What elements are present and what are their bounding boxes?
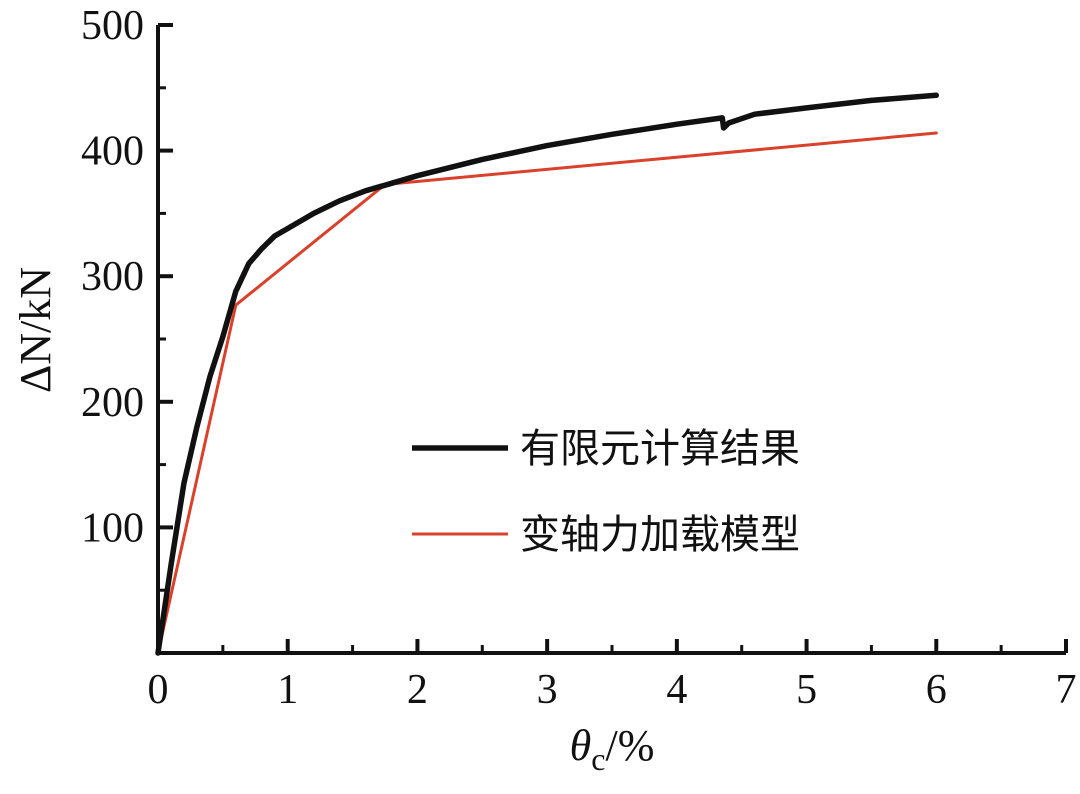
axis-ticks: 0 1 2 3 4 5 6 7 100 200 300 400 500 — [81, 3, 1077, 713]
y-tick-label: 400 — [81, 129, 144, 175]
axes — [156, 25, 1066, 655]
x-tick-label: 6 — [926, 667, 947, 713]
x-axis-subscript: c — [591, 741, 605, 777]
legend-label-model: 变轴力加载模型 — [520, 512, 800, 558]
x-tick-label: 7 — [1056, 667, 1077, 713]
x-tick-label: 4 — [666, 667, 687, 713]
series-line-0 — [155, 92, 940, 656]
x-axis-symbol: θ — [570, 721, 592, 770]
x-tick-label: 0 — [148, 667, 169, 713]
legend: 有限元计算结果 变轴力加载模型 — [412, 426, 800, 558]
x-axis-unit: /% — [605, 721, 654, 770]
y-tick-label: 200 — [81, 380, 144, 426]
x-axis-title: θc/% — [570, 721, 655, 777]
y-tick-label: 100 — [81, 505, 144, 551]
series-layer — [155, 92, 940, 656]
x-tick-label: 3 — [537, 667, 558, 713]
x-tick-label: 2 — [407, 667, 428, 713]
y-axis-title: ΔN/kN — [11, 267, 60, 393]
legend-label-fe-result: 有限元计算结果 — [520, 426, 800, 472]
x-tick-label: 1 — [277, 667, 298, 713]
series-line-1 — [156, 131, 938, 655]
y-tick-label: 500 — [81, 3, 144, 49]
x-tick-label: 5 — [796, 667, 817, 713]
y-tick-label: 300 — [81, 254, 144, 300]
